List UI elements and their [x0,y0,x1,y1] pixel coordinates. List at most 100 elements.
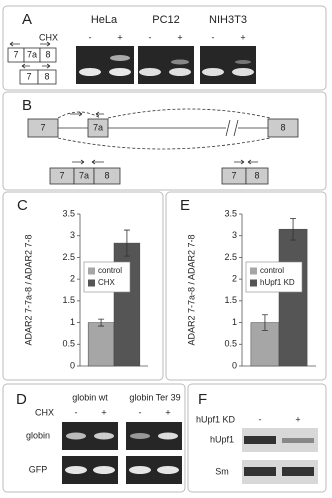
band [79,68,101,76]
lane-label: - [259,414,262,424]
gels-d [62,422,182,484]
exon-label: 8 [254,170,259,180]
band [232,68,254,76]
legend-label: CHX [98,278,116,287]
cell-line: PC12 [152,14,180,26]
treatment-label: CHX [35,407,54,417]
splice-above [58,109,270,118]
y-tick-label: 3 [70,230,75,240]
exon-label: 8 [45,49,50,59]
band [110,55,130,61]
exon-label: 7 [40,122,45,132]
lane-label: + [295,414,300,424]
band [129,466,151,474]
exon-label: 8 [104,170,109,180]
gel [138,46,194,84]
band [282,467,314,476]
exon-label: 7 [26,71,31,81]
y-tick-label: 3.5 [224,208,237,218]
exon-label: 7a [27,49,37,59]
blots-f [242,428,318,484]
y-tick-label: 1 [232,317,237,327]
primer-arrows [72,160,104,164]
y-tick-label: 3.5 [62,208,75,218]
exon-label: 7a [79,170,89,180]
y-tick-label: 1 [70,317,75,327]
exon-label: 7 [13,49,18,59]
band [282,438,314,443]
band [93,466,115,474]
gel [76,46,134,84]
treatment-label: CHX [39,32,58,42]
exon-label: 7 [59,170,64,180]
y-tick-label: 3 [232,230,237,240]
primer-arrows [10,42,50,46]
gene-diagram: 7 7a 8 7 7a 8 7 8 [28,109,298,184]
panel-label: E [180,197,190,214]
lane-label: + [117,32,122,42]
exon-label: 8 [280,122,285,132]
lane-label: - [75,407,78,417]
lane-label: + [177,32,182,42]
panel-label: C [17,197,28,214]
lane-label: - [139,407,142,417]
legend-swatch [88,268,95,275]
cell-line: HeLa [91,14,118,26]
lane-label: + [165,407,170,417]
band [94,433,114,440]
lane-label: + [240,32,245,42]
y-axis-title: ADAR2 7-7a-8 / ADAR2 7-8 [186,234,196,345]
lane-label: - [212,32,215,42]
band [158,433,178,440]
exon-label: 7a [93,122,103,132]
panel-label: D [16,391,27,408]
band [130,433,150,439]
y-tick-label: 1.5 [224,295,237,305]
figure: A HeLa PC12 NIH3T3 CHX - + - + - + 7 7a … [0,0,332,498]
y-tick-label: 0.5 [224,339,237,349]
band [244,436,276,444]
treatment-label: hUpf1 KD [196,414,236,424]
legend-swatch [250,268,257,275]
row-label: GFP [29,464,48,474]
band [109,68,131,76]
band [171,60,189,65]
primer-arrows [22,64,50,68]
row-label: hUpf1 [210,434,234,444]
y-tick-label: 0 [232,360,237,370]
y-tick-label: 2.5 [62,252,75,262]
band [157,466,179,474]
row-label: globin [26,430,50,440]
panel-label: F [198,391,207,408]
isoform-diagram: 7 7a 8 7 8 [8,42,56,84]
legend-label: control [98,266,122,275]
construct-label: globin Ter 39 [129,392,180,402]
legend-label: control [260,266,284,275]
y-axis-title: ADAR2 7-7a-8 / ADAR2 7-8 [23,234,33,345]
y-tick-label: 0 [70,360,75,370]
bar [114,243,140,366]
lane-label: + [101,407,106,417]
band [202,68,224,76]
gel [200,46,256,84]
y-tick-label: 1.5 [62,295,75,305]
splice-below [58,138,270,149]
bar [279,229,307,366]
band [139,68,161,76]
y-tick-label: 0.5 [62,339,75,349]
band [66,433,86,440]
bar [88,323,114,366]
panel-label: A [22,11,32,28]
exon-label: 7 [231,170,236,180]
row-label: Sm [215,466,229,476]
exon-label: 8 [44,71,49,81]
band [169,68,191,76]
panel-label: B [22,97,32,114]
band [65,466,87,474]
band [244,467,276,476]
lane-label: - [89,32,92,42]
band [235,60,251,64]
primer-arrows [234,160,258,164]
y-tick-label: 2.5 [224,252,237,262]
y-tick-label: 2 [232,274,237,284]
